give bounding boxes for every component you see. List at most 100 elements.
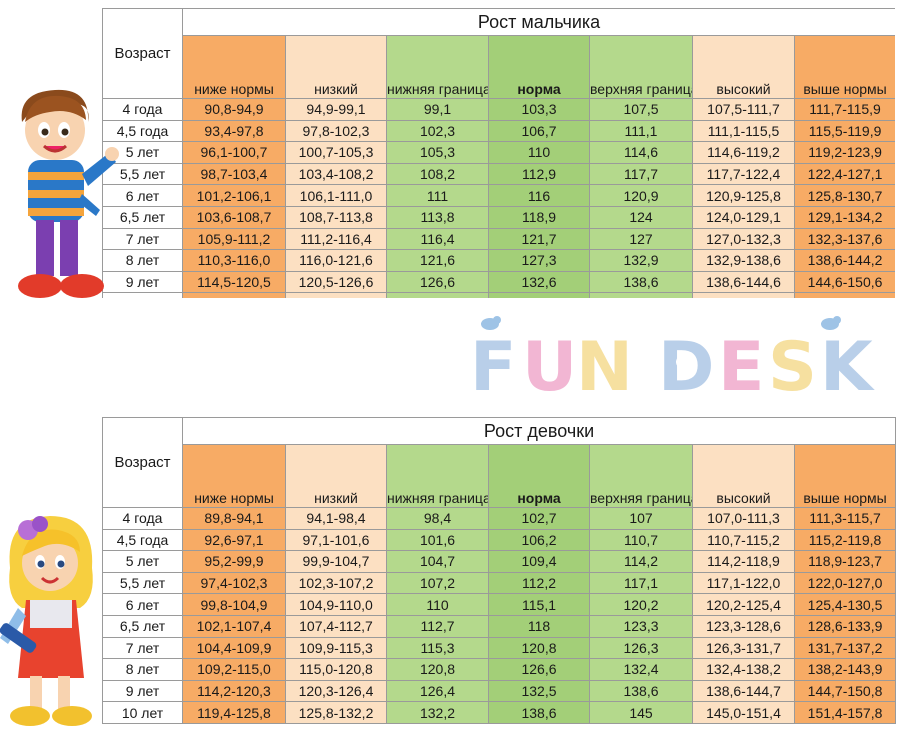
girls-height-table-wrap: Возраст Рост девочки ниже нормы низкий ниж…	[102, 417, 897, 724]
value-cell: 144,7-150,8	[793, 679, 897, 703]
value-cell: 125,8-132,2	[285, 701, 387, 724]
value-cell: 112,2	[488, 571, 590, 595]
value-cell: 92,6-97,1	[182, 528, 286, 552]
value-cell: 106,7	[488, 119, 590, 143]
value-cell: 106,2	[488, 528, 590, 552]
bird-icon	[821, 316, 841, 330]
value-cell: 107	[589, 507, 693, 530]
column-header: ниже нормы	[182, 444, 286, 508]
value-cell: 105,3	[386, 141, 489, 164]
girl-illustration	[0, 516, 93, 726]
value-cell: 144,6-150,6	[793, 270, 895, 294]
value-cell: 94,1-98,4	[285, 507, 387, 530]
value-cell: 129,1-134,2	[793, 205, 895, 229]
value-cell: 101,6	[386, 528, 489, 552]
value-cell: 116,0-121,6	[285, 249, 387, 272]
boys-height-table-wrap: Возраст Рост мальчика ниже нормы низкий ни…	[102, 8, 895, 298]
value-cell: 114,6-119,2	[692, 141, 795, 164]
value-cell: 144,2	[589, 292, 693, 298]
value-cell: 123,3	[589, 614, 693, 638]
table-row: 4 года 90,8-94,9 94,9-99,1 99,1 103,3 107,5 10…	[102, 98, 895, 121]
value-cell: 102,7	[488, 507, 590, 530]
value-cell: 101,2-106,1	[182, 184, 286, 207]
value-cell: 115,5-119,9	[793, 119, 895, 143]
value-cell: 132,6	[488, 270, 590, 294]
age-cell: 7 лет	[102, 227, 183, 251]
value-cell: 120,8	[386, 658, 489, 681]
table-row: 7 лет 105,9-111,2 111,2-116,4 116,4 121,7 127…	[102, 227, 895, 251]
value-cell: 113,8	[386, 205, 489, 229]
value-cell: 132,9-138,6	[692, 249, 795, 272]
value-cell: 111,1-115,5	[692, 119, 795, 143]
age-cell: 8 лет	[102, 249, 183, 272]
value-cell: 124	[589, 205, 693, 229]
column-header: норма	[488, 444, 590, 508]
value-cell: 127,3	[488, 249, 590, 272]
age-cell: 9 лет	[102, 679, 183, 703]
value-cell: 107,0-111,3	[692, 507, 795, 530]
value-cell: 124,0-129,1	[692, 205, 795, 229]
value-cell: 110,7-115,2	[692, 528, 795, 552]
value-cell: 150,5-156,9	[793, 292, 895, 298]
value-cell: 105,9-111,2	[182, 227, 286, 251]
value-cell: 144,2-150,5	[692, 292, 795, 298]
value-cell: 112,7	[386, 614, 489, 638]
logo-letter: F	[470, 328, 516, 397]
value-cell: 126,3	[589, 636, 693, 660]
value-cell: 107,4-112,7	[285, 614, 387, 638]
value-cell: 109,4	[488, 550, 590, 573]
value-cell: 128,6-133,9	[793, 614, 897, 638]
table-row: 6 лет 99,8-104,9 104,9-110,0 110 115,1 120,2 1…	[102, 593, 897, 616]
table-row: 8 лет 109,2-115,0 115,0-120,8 120,8 126,6 132…	[102, 658, 897, 681]
value-cell: 94,9-99,1	[285, 98, 387, 121]
value-cell: 151,4-157,8	[793, 701, 897, 724]
value-cell: 110	[386, 593, 489, 616]
logo-letter: D	[658, 328, 714, 397]
age-cell: 6 лет	[102, 593, 183, 616]
value-cell: 99,1	[386, 98, 489, 121]
value-cell: 117,7	[589, 162, 693, 186]
table-row: 4 года 89,8-94,1 94,1-98,4 98,4 102,7 107 107,…	[102, 507, 897, 530]
value-cell: 108,7-113,8	[285, 205, 387, 229]
value-cell: 98,4	[386, 507, 489, 530]
value-cell: 131,4	[386, 292, 489, 298]
value-cell: 110,7	[589, 528, 693, 552]
value-cell: 121,7	[488, 227, 590, 251]
logo-letter: K	[820, 328, 875, 397]
value-cell: 138,6	[488, 701, 590, 724]
value-cell: 93,4-97,8	[182, 119, 286, 143]
column-header: высокий	[692, 35, 795, 99]
value-cell: 117,7-122,4	[692, 162, 795, 186]
value-cell: 102,3	[386, 119, 489, 143]
table-row: 9 лет 114,2-120,3 120,3-126,4 126,4 132,5 138…	[102, 679, 897, 703]
value-cell: 97,1-101,6	[285, 528, 387, 552]
fun-desk-logo: F U N D E S K	[470, 312, 880, 407]
value-cell: 120,3-126,4	[285, 679, 387, 703]
value-cell: 104,7	[386, 550, 489, 573]
table-title: Рост девочки	[181, 417, 897, 445]
value-cell: 111,2-116,4	[285, 227, 387, 251]
table-row: 10 лет118,7-125,0125,0-131,4131,4137,814…	[102, 292, 895, 298]
value-cell: 127,0-132,3	[692, 227, 795, 251]
value-cell: 120,9-125,8	[692, 184, 795, 207]
column-header: низкий	[285, 444, 387, 508]
value-cell: 104,4-109,9	[182, 636, 286, 660]
logo-letter: S	[768, 328, 817, 397]
value-cell: 114,2-118,9	[692, 550, 795, 573]
value-cell: 138,2-143,9	[793, 658, 897, 681]
value-cell: 114,6	[589, 141, 693, 164]
value-cell: 111	[386, 184, 489, 207]
age-cell: 6 лет	[102, 184, 183, 207]
value-cell: 99,9-104,7	[285, 550, 387, 573]
age-cell: 7 лет	[102, 636, 183, 660]
value-cell: 125,8-130,7	[793, 184, 895, 207]
value-cell: 118	[488, 614, 590, 638]
value-cell: 119,4-125,8	[182, 701, 286, 724]
column-header: выше нормы	[793, 444, 897, 508]
value-cell: 107,5	[589, 98, 693, 121]
table-row: 6,5 лет 103,6-108,7 108,7-113,8 113,8 118,9 1…	[102, 205, 895, 229]
value-cell: 111,3-115,7	[793, 507, 897, 530]
value-cell: 126,6	[488, 658, 590, 681]
age-cell: 5 лет	[102, 141, 183, 164]
